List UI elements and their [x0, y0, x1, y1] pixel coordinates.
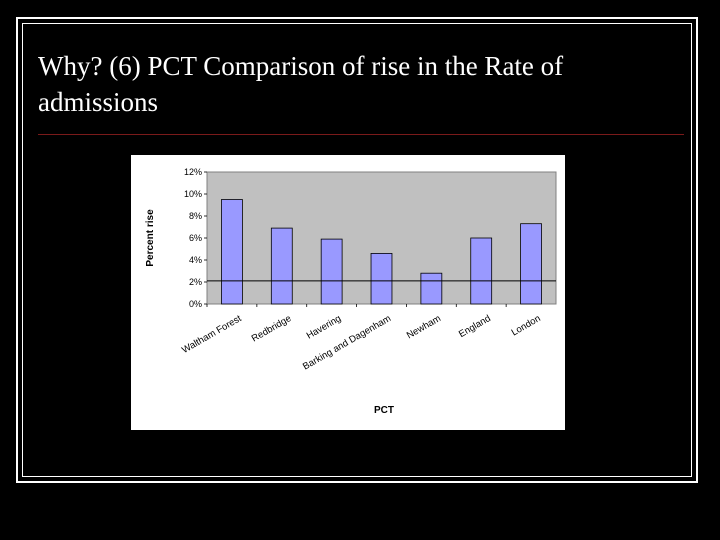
x-tick-label: Newham	[405, 313, 443, 341]
x-axis-title: PCT	[374, 405, 394, 416]
y-tick-label: 8%	[189, 211, 202, 221]
title-divider	[38, 134, 684, 135]
bar	[470, 237, 493, 305]
bar	[520, 223, 542, 305]
x-tick-label: London	[510, 313, 543, 338]
bar-chart: 0% 2% 4% 6% 8% 10% 12% Waltham Forest Redbridge…	[145, 167, 557, 416]
slide-inner-border	[22, 23, 692, 477]
y-tick-label: 10%	[184, 189, 202, 199]
y-tick-label: 6%	[189, 233, 202, 243]
x-tick-label: England	[457, 313, 493, 340]
bar	[221, 199, 243, 305]
bar	[270, 227, 293, 305]
y-tick-label: 0%	[189, 299, 202, 309]
bar	[320, 238, 343, 305]
slide-outer-border	[16, 17, 698, 483]
y-tick-label: 4%	[189, 255, 202, 265]
bar-series	[221, 199, 542, 305]
bar	[420, 272, 443, 305]
y-axis-ticks: 0% 2% 4% 6% 8% 10% 12%	[184, 167, 207, 309]
y-tick-label: 2%	[189, 277, 202, 287]
y-axis-title: Percent rise	[145, 209, 156, 267]
x-tick-label: Waltham Forest	[180, 313, 244, 356]
chart-container: 0% 2% 4% 6% 8% 10% 12% Waltham Forest Redbridge…	[131, 155, 565, 430]
slide-title: Why? (6) PCT Comparison of rise in the R…	[38, 51, 564, 117]
x-tick-label: Barking and Dagenham	[301, 313, 393, 372]
bar	[370, 253, 393, 305]
y-tick-label: 12%	[184, 167, 202, 177]
x-tick-label: Havering	[305, 313, 343, 342]
x-tick-label: Redbridge	[250, 313, 293, 344]
